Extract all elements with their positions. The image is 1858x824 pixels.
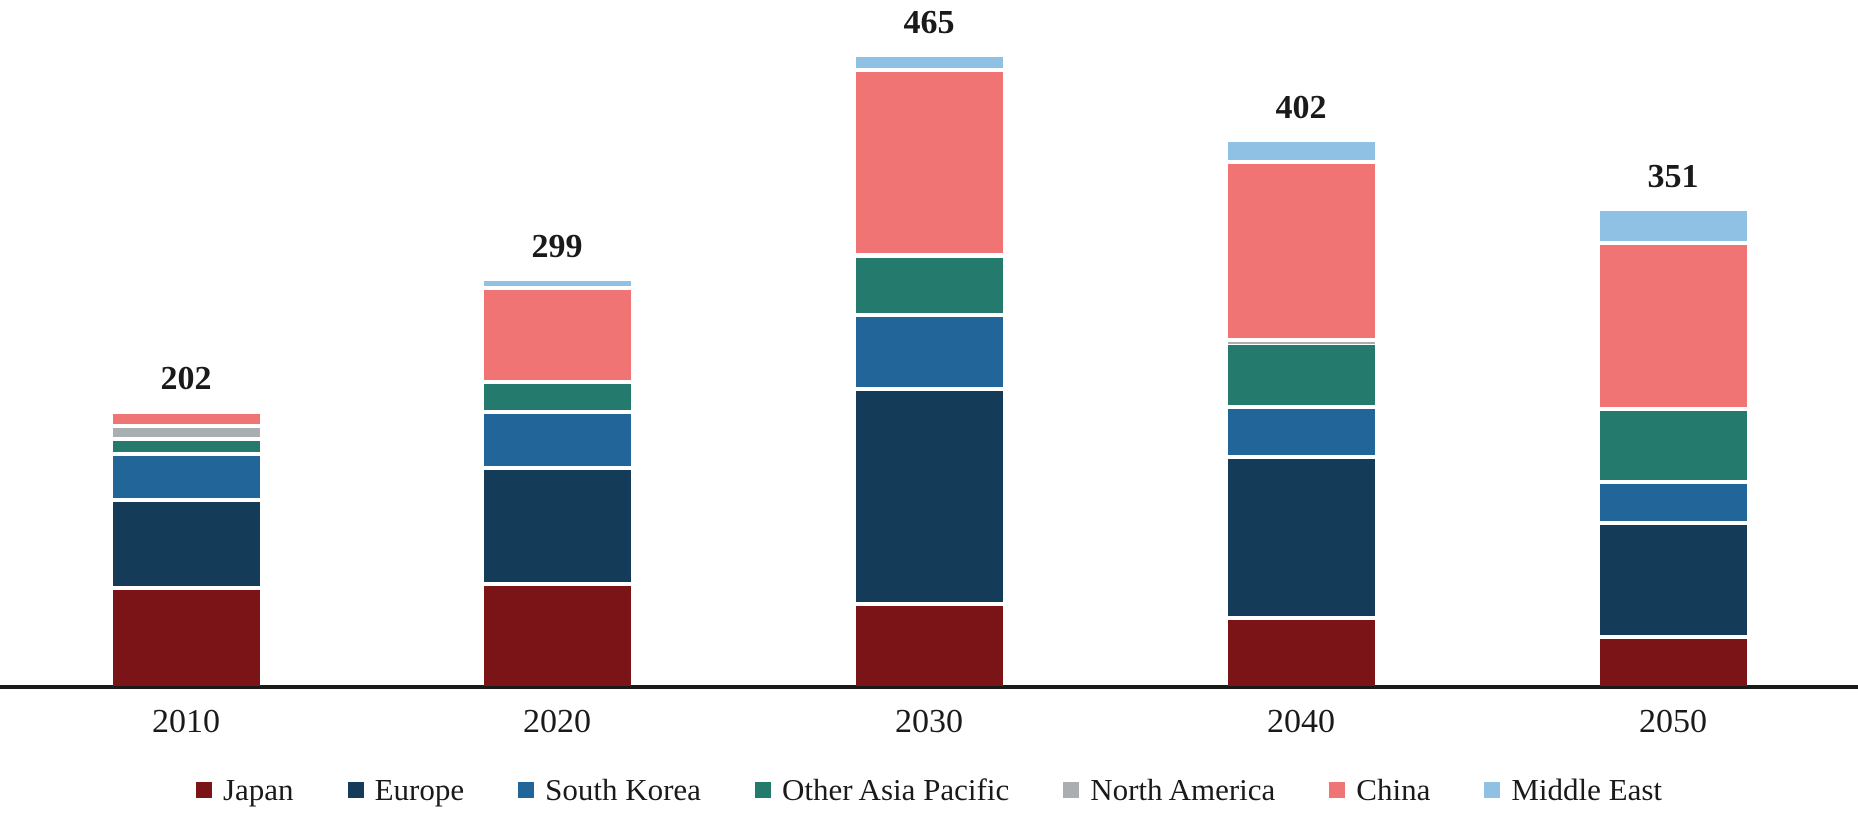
legend-swatch-icon [1484,782,1501,798]
total-label-2040: 402 [1275,89,1327,127]
legend-swatch-icon [754,782,771,798]
bar-segment-china [483,289,631,385]
legend-label: Japan [222,772,294,807]
x-tick-label-2020: 2020 [523,703,591,740]
total-label-2050: 351 [1647,158,1699,196]
legend-item-middle-east: Middle East [1484,772,1662,808]
bar-segment-europe [112,501,260,590]
bar-segment-japan [483,585,631,686]
bar-segment-south-korea [1599,484,1747,525]
bar-segment-china [855,71,1003,258]
legend-item-north-america: North America [1063,772,1275,808]
bar-segment-europe [1227,458,1375,620]
bar-segment-south-korea [855,316,1003,392]
legend: Japan Europe South Korea Other Asia Pacific… [0,772,1858,808]
bar-2050 [1599,211,1747,686]
legend-label: Middle East [1511,772,1663,807]
legend-label: Europe [374,772,465,807]
bar-segment-south-korea [1227,408,1375,459]
bar-segment-europe [1599,524,1747,639]
bar-segment-other-asia-pacific [1227,345,1375,409]
bar-segment-other-asia-pacific [483,384,631,415]
bar-segment-europe [483,469,631,586]
bar-segment-japan [1227,619,1375,686]
legend-swatch-icon [1329,782,1346,798]
bar-segment-middle-east [855,56,1003,72]
bar-segment-north-america [855,257,1003,259]
legend-swatch-icon [518,782,535,798]
x-tick-label-2050: 2050 [1639,703,1707,740]
bar-segment-japan [112,589,260,686]
bar-2010 [112,412,260,686]
bar-segment-europe [855,391,1003,607]
legend-label: China [1356,772,1431,807]
bar-segment-north-america [112,427,260,442]
bar-segment-south-korea [483,414,631,470]
bar-segment-middle-east [1227,142,1375,164]
legend-item-south-korea: South Korea [518,772,701,808]
legend-swatch-icon [347,782,364,798]
total-label-2010: 202 [160,359,212,397]
legend-item-other-asia-pacific: Other Asia Pacific [754,772,1010,808]
legend-label: North America [1090,772,1276,807]
legend-swatch-icon [1063,782,1080,798]
bar-segment-other-asia-pacific [1599,411,1747,485]
bar-segment-japan [1599,638,1747,686]
bar-segment-middle-east [483,281,631,290]
legend-item-china: China [1329,772,1430,808]
bar-segment-other-asia-pacific [855,258,1003,317]
x-axis-line [0,685,1858,689]
bar-segment-china [1227,163,1375,343]
total-label-2020: 299 [531,228,583,266]
bar-segment-china [1599,244,1747,412]
total-label-2030: 465 [903,3,955,41]
bar-segment-south-korea [112,455,260,502]
bar-segment-north-america [1227,342,1375,346]
legend-label: Other Asia Pacific [781,772,1010,807]
legend-item-japan: Japan [195,772,294,808]
bar-segment-middle-east [1599,211,1747,245]
legend-item-europe: Europe [347,772,465,808]
bar-segment-other-asia-pacific [112,441,260,456]
bar-2040 [1227,142,1375,686]
bar-2020 [483,281,631,686]
bar-2030 [855,56,1003,686]
legend-swatch-icon [195,782,212,798]
x-tick-label-2040: 2040 [1267,703,1335,740]
bar-segment-japan [855,606,1003,686]
bar-segment-china [112,414,260,428]
x-tick-label-2010: 2010 [152,703,220,740]
bar-segment-middle-east [112,412,260,415]
x-tick-label-2030: 2030 [895,703,963,740]
legend-label: South Korea [545,772,701,807]
